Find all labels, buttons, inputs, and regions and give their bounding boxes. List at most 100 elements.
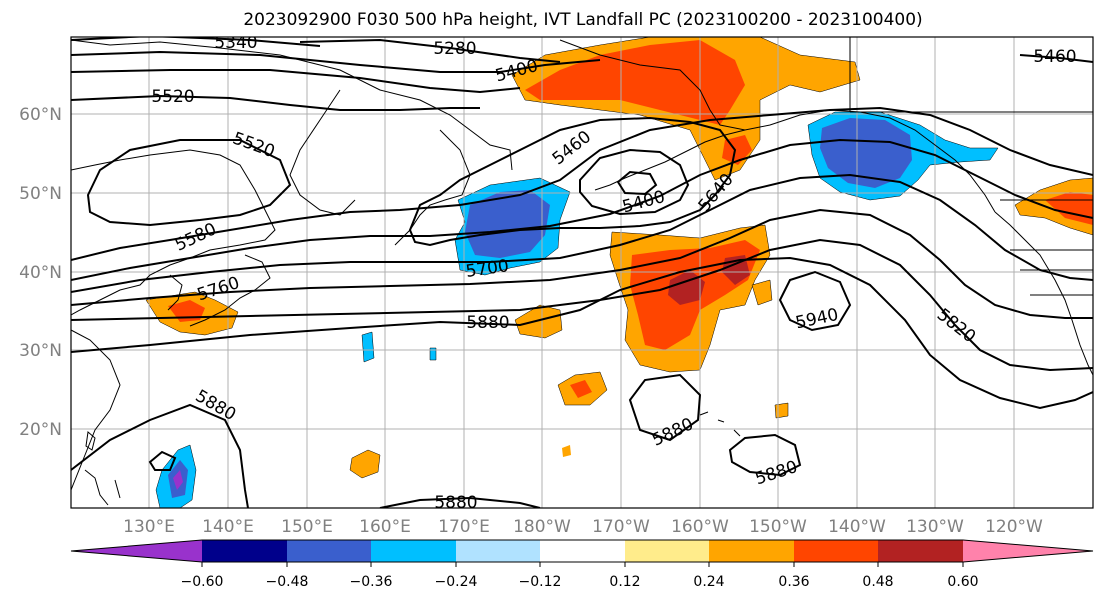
shading-layer (145, 37, 1093, 508)
contour-5460-ne (1019, 54, 1093, 63)
negative-region-gulf-alaska-core (820, 118, 912, 188)
colorbar-extend-low (71, 540, 202, 562)
graticule (71, 37, 1093, 508)
coastlines (71, 37, 1093, 506)
lon-label: 140°W (828, 517, 886, 537)
colorbar: −0.60 −0.48 −0.36 −0.24 −0.12 0.12 0.24 … (70, 539, 1094, 590)
coast-kamchatka (394, 129, 471, 246)
contour-5340 (71, 37, 321, 47)
colorbar-segment (202, 540, 287, 562)
lon-label: 150°W (749, 517, 807, 537)
coast-aleutians (594, 129, 746, 191)
coast-korea (167, 274, 183, 311)
colorbar-tick-label: 0.60 (947, 574, 978, 590)
lat-label: 50°N (19, 184, 62, 204)
positive-region-blob-b-core (570, 380, 592, 398)
contour-5400-low (616, 170, 658, 196)
contour-5820 (71, 238, 1093, 372)
map-title: 2023092900 F030 500 hPa height, IVT Land… (243, 10, 922, 30)
negative-region-patch-b (429, 347, 437, 361)
contour-5460-low (579, 148, 690, 216)
coast-china (71, 329, 121, 491)
negative-region-philippine-max (173, 470, 183, 490)
lon-label: 130°W (906, 517, 964, 537)
contour-5760 (71, 208, 1093, 319)
contour-label: 5520 (151, 87, 194, 107)
coast-philippines (84, 469, 121, 506)
lon-label: 170°E (438, 517, 490, 537)
colorbar-segment (709, 540, 794, 562)
negative-region-patch-a (361, 331, 375, 363)
contour-5580 (71, 106, 1093, 261)
colorbar-segment (371, 540, 456, 562)
coast-north-america (994, 211, 1093, 376)
contour-5880-loop (148, 450, 177, 471)
contour-5880-south (728, 433, 802, 477)
lon-label: 180°W (513, 517, 571, 537)
coast-alaska (559, 39, 996, 213)
contour-5460-north (71, 69, 521, 94)
colorbar-tick-label: −0.24 (435, 574, 478, 590)
contour-5520-ring (86, 139, 292, 227)
colorbar-tick-label: −0.48 (266, 574, 309, 590)
colorbar-ticks (201, 562, 964, 567)
contour-label: 5880 (466, 313, 509, 333)
lon-label: 160°E (359, 517, 411, 537)
positive-region-tiny (562, 445, 571, 457)
contour-5880-main (71, 256, 1093, 410)
positive-region-alaska-core (525, 40, 745, 125)
lon-label: 160°W (671, 517, 729, 537)
lon-label: 140°E (202, 517, 254, 537)
colorbar-segment (287, 540, 371, 562)
lon-label: 170°W (592, 517, 650, 537)
contour-5400-north (71, 50, 601, 73)
contour-5940 (778, 270, 852, 332)
colorbar-segment (794, 540, 878, 562)
colorbar-segment (456, 540, 540, 562)
lat-label: 20°N (19, 420, 62, 440)
colorbar-tick-label: 0.24 (693, 574, 724, 590)
positive-region-blob-a (514, 304, 563, 339)
positive-region-pacific-small (751, 279, 773, 306)
lon-label: 120°W (985, 517, 1043, 537)
contour-label: 5460 (1033, 47, 1076, 67)
coast-asia (71, 149, 276, 316)
lat-label: 60°N (19, 105, 62, 125)
positive-region-blob-d (774, 402, 789, 419)
positive-region-blob-c (349, 449, 381, 479)
coast-hawaii (699, 411, 741, 437)
lat-label: 40°N (19, 263, 62, 283)
contour-label: 5880 (434, 493, 477, 513)
contour-label: 5280 (433, 39, 476, 59)
lat-axis: 60°N 50°N 40°N 30°N 20°N (19, 105, 62, 440)
colorbar-segment (625, 540, 709, 562)
negative-region-nw-pacific-core (465, 190, 550, 258)
colorbar-segment (540, 540, 625, 562)
coast-taiwan (85, 431, 96, 451)
coast-siberia-north (71, 39, 513, 171)
colorbar-tick-label: −0.36 (350, 574, 393, 590)
contour-5640 (71, 138, 1093, 281)
colorbar-tick-label: −0.60 (181, 574, 224, 590)
lat-label: 30°N (19, 341, 62, 361)
colorbar-segment (878, 540, 963, 562)
height-contours (71, 37, 1093, 508)
map-area: 5340 5280 5460 5400 5520 5520 5460 5400 … (71, 33, 1093, 513)
contour-5520-trough (408, 116, 737, 247)
colorbar-tick-label: −0.12 (519, 574, 562, 590)
lon-label: 150°E (281, 517, 333, 537)
colorbar-tick-label: 0.36 (778, 574, 809, 590)
colorbar-tick-label: 0.12 (609, 574, 640, 590)
contour-5280 (299, 38, 561, 63)
contour-5880-bottom (379, 496, 541, 508)
colorbar-extend-high (963, 540, 1093, 562)
contour-label: 5340 (214, 33, 257, 53)
border-canada-us (849, 37, 1093, 296)
lon-axis: 130°E 140°E 150°E 160°E 170°E 180°W 170°… (123, 517, 1043, 537)
contour-5880-mid (628, 373, 702, 442)
contour-5700 (71, 173, 1093, 293)
contour-5520-north (71, 94, 480, 111)
map-frame (70, 36, 1094, 509)
colorbar-tick-label: 0.48 (862, 574, 893, 590)
